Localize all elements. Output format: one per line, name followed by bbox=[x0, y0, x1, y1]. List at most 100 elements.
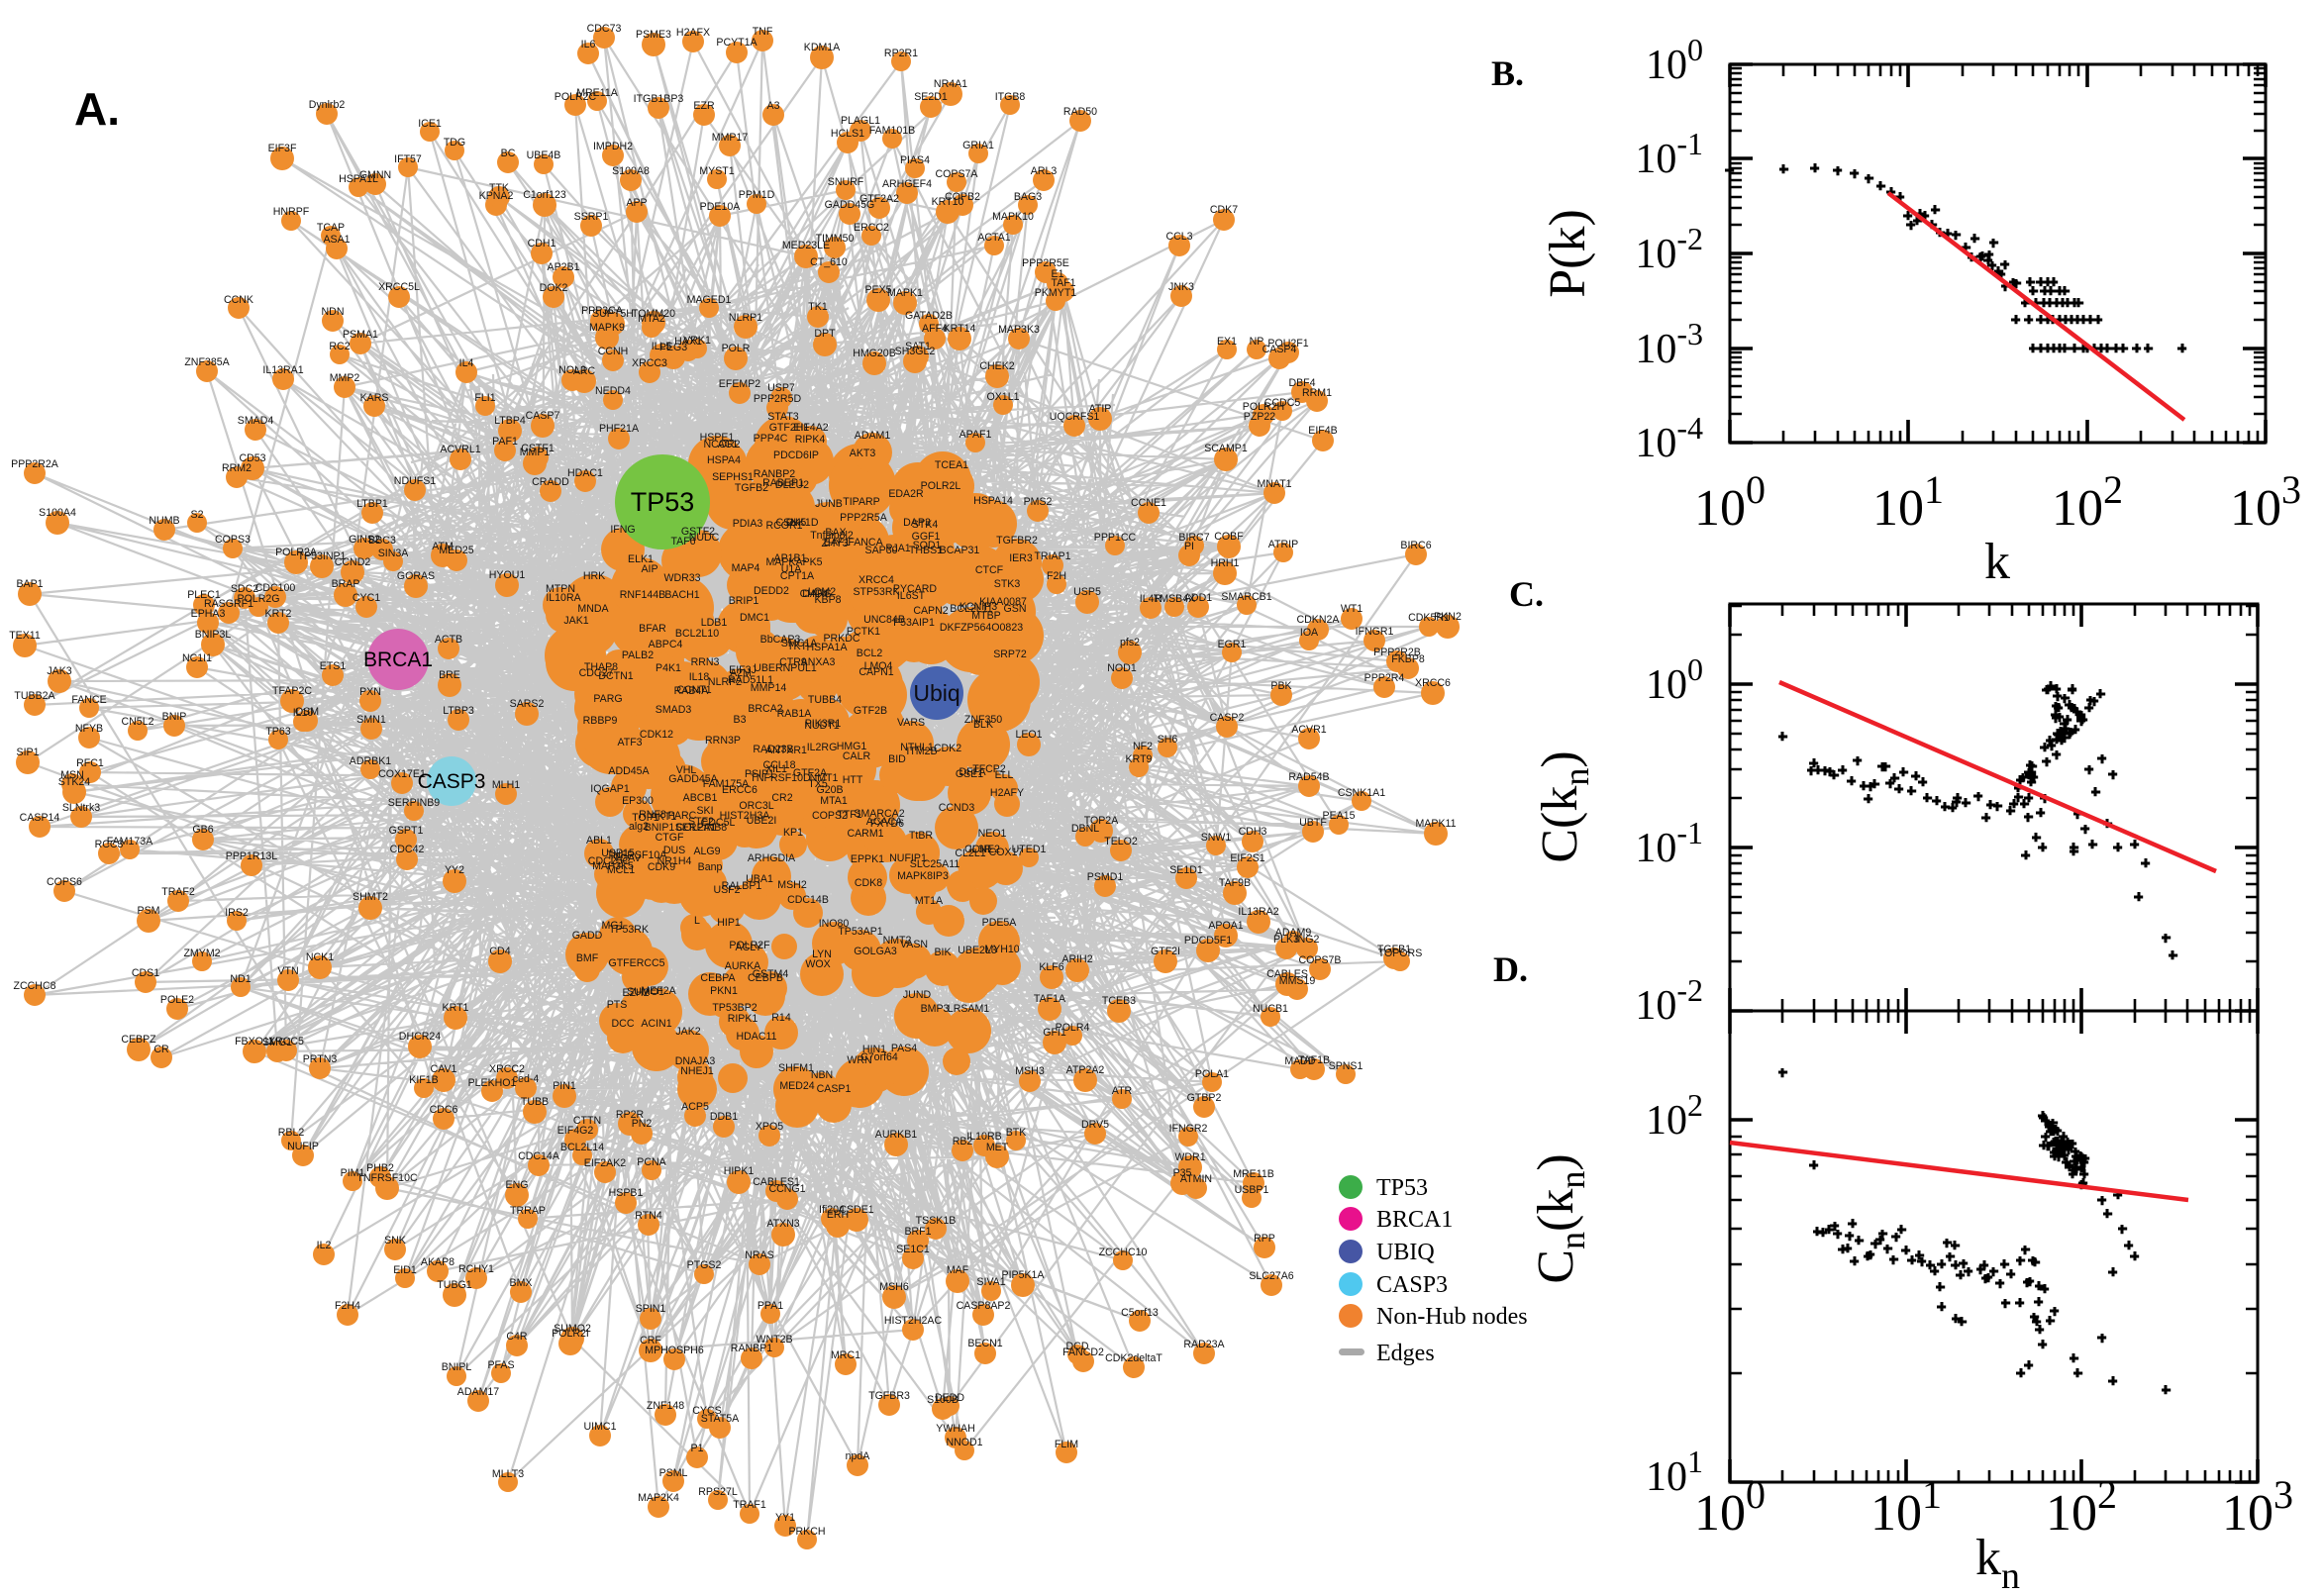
svg-text:TRRAP: TRRAP bbox=[510, 1205, 546, 1217]
svg-text:PPP2R2A: PPP2R2A bbox=[11, 458, 59, 470]
svg-text:PLEC1: PLEC1 bbox=[187, 589, 221, 601]
svg-text:POLR2C: POLR2C bbox=[555, 91, 597, 103]
svg-text:THBS1: THBS1 bbox=[909, 545, 943, 556]
svg-text:ADAM17: ADAM17 bbox=[457, 1386, 499, 1398]
svg-text:EIF4B: EIF4B bbox=[1308, 425, 1337, 437]
svg-text:BIK: BIK bbox=[934, 947, 951, 958]
svg-text:RAB4A: RAB4A bbox=[674, 685, 710, 697]
svg-text:IOA: IOA bbox=[1300, 627, 1319, 639]
svg-text:HRK: HRK bbox=[583, 570, 605, 582]
svg-text:PPP4C: PPP4C bbox=[754, 433, 788, 445]
svg-text:USP15: USP15 bbox=[601, 848, 635, 859]
svg-text:TEX11: TEX11 bbox=[9, 630, 41, 642]
svg-text:CCNE1: CCNE1 bbox=[1131, 497, 1166, 509]
svg-text:RIPK1: RIPK1 bbox=[728, 1013, 758, 1025]
svg-text:DKFZP564O0823: DKFZP564O0823 bbox=[940, 622, 1023, 634]
svg-text:NTHL1: NTHL1 bbox=[900, 742, 934, 753]
svg-text:XIL1: XIL1 bbox=[765, 763, 787, 775]
svg-text:UBE2L3: UBE2L3 bbox=[958, 945, 997, 956]
svg-text:CDK5R1: CDK5R1 bbox=[1408, 612, 1450, 624]
svg-text:RBBP9: RBBP9 bbox=[583, 715, 618, 727]
svg-text:PPP2R2B: PPP2R2B bbox=[1373, 647, 1421, 658]
svg-text:ACVRL1: ACVRL1 bbox=[440, 444, 480, 455]
svg-text:SDC2: SDC2 bbox=[231, 583, 258, 595]
svg-text:JNK3: JNK3 bbox=[1168, 281, 1194, 293]
svg-text:TUBB2A: TUBB2A bbox=[14, 690, 55, 702]
svg-text:BNIP1: BNIP1 bbox=[645, 822, 675, 834]
svg-text:IFNG: IFNG bbox=[610, 524, 635, 536]
svg-text:CDC73: CDC73 bbox=[587, 23, 622, 35]
svg-text:CYCS: CYCS bbox=[692, 1405, 721, 1417]
svg-text:PSMD1: PSMD1 bbox=[1087, 871, 1124, 883]
svg-text:ADAM1: ADAM1 bbox=[855, 430, 891, 442]
svg-text:TNFRSF10A: TNFRSF10A bbox=[607, 849, 668, 861]
svg-text:MAPK8IP3: MAPK8IP3 bbox=[897, 870, 949, 882]
svg-text:SE1D1: SE1D1 bbox=[1169, 864, 1203, 876]
svg-text:COPS3: COPS3 bbox=[215, 534, 251, 546]
svg-text:EX1: EX1 bbox=[1217, 336, 1237, 348]
svg-text:IFNGR1: IFNGR1 bbox=[1356, 626, 1394, 638]
svg-text:MAP4: MAP4 bbox=[732, 562, 760, 574]
svg-text:FANCD2: FANCD2 bbox=[1062, 1347, 1104, 1358]
svg-text:NUCB1: NUCB1 bbox=[1253, 1003, 1288, 1015]
svg-text:GORAS: GORAS bbox=[397, 570, 435, 582]
svg-text:ABL1: ABL1 bbox=[586, 835, 612, 847]
svg-text:PKMYT1: PKMYT1 bbox=[1035, 287, 1076, 299]
svg-text:AC1: AC1 bbox=[718, 439, 739, 450]
svg-text:KRT1: KRT1 bbox=[443, 1002, 469, 1014]
svg-text:SUPT5H: SUPT5H bbox=[592, 308, 634, 320]
svg-text:ACIN1: ACIN1 bbox=[641, 1018, 671, 1030]
svg-text:PKN1: PKN1 bbox=[710, 985, 738, 997]
svg-text:MCL1: MCL1 bbox=[607, 864, 635, 876]
svg-text:HSPA1L: HSPA1L bbox=[339, 173, 378, 185]
svg-text:FLI1: FLI1 bbox=[474, 392, 495, 404]
svg-text:RAB1A: RAB1A bbox=[777, 708, 813, 720]
svg-text:HSPA4: HSPA4 bbox=[707, 454, 741, 466]
svg-text:WDR33: WDR33 bbox=[663, 572, 700, 584]
svg-text:NCOR2: NCOR2 bbox=[703, 439, 740, 450]
svg-text:OX1L1: OX1L1 bbox=[987, 391, 1020, 403]
svg-text:CSDE1: CSDE1 bbox=[839, 1204, 873, 1216]
svg-text:ARHGDIA: ARHGDIA bbox=[748, 852, 796, 864]
svg-text:DEDD2: DEDD2 bbox=[754, 585, 789, 597]
svg-text:NLRP1: NLRP1 bbox=[729, 312, 762, 324]
svg-text:HDAC1: HDAC1 bbox=[567, 467, 603, 479]
svg-text:LCM2: LCM2 bbox=[808, 586, 836, 598]
svg-text:ILL5: ILL5 bbox=[652, 341, 672, 352]
svg-text:LRSAM1: LRSAM1 bbox=[948, 1003, 989, 1015]
svg-text:SIVA1: SIVA1 bbox=[976, 1276, 1005, 1288]
svg-text:EZR: EZR bbox=[693, 100, 715, 112]
svg-text:RTN4: RTN4 bbox=[635, 1210, 662, 1222]
svg-text:IL10: IL10 bbox=[293, 707, 314, 719]
svg-text:CSNK1A1: CSNK1A1 bbox=[1338, 787, 1385, 799]
svg-text:CASP1: CASP1 bbox=[817, 1083, 852, 1095]
svg-text:MSH3: MSH3 bbox=[1015, 1065, 1045, 1077]
svg-text:FAM101B: FAM101B bbox=[869, 125, 916, 137]
svg-text:DARS: DARS bbox=[802, 588, 831, 600]
svg-text:NP: NP bbox=[1250, 336, 1264, 348]
svg-text:SMG1: SMG1 bbox=[262, 1037, 292, 1048]
svg-text:PCTK1: PCTK1 bbox=[847, 626, 880, 638]
svg-text:DAP3: DAP3 bbox=[903, 517, 931, 529]
svg-text:C.: C. bbox=[1509, 574, 1544, 614]
svg-text:PARG: PARG bbox=[593, 693, 622, 705]
svg-text:PSMA1: PSMA1 bbox=[343, 329, 378, 341]
svg-text:IL10RA: IL10RA bbox=[546, 592, 581, 604]
svg-text:ERCC6: ERCC6 bbox=[722, 784, 758, 796]
svg-text:FBXO11: FBXO11 bbox=[235, 1036, 274, 1047]
svg-text:USP7: USP7 bbox=[767, 382, 795, 394]
svg-text:CCND2: CCND2 bbox=[335, 556, 371, 568]
svg-text:BRF1: BRF1 bbox=[904, 1226, 931, 1238]
svg-text:SNW1: SNW1 bbox=[1201, 832, 1232, 844]
svg-text:GMNN: GMNN bbox=[359, 169, 391, 181]
svg-text:GOLGA3: GOLGA3 bbox=[854, 946, 897, 957]
svg-text:BIRC6: BIRC6 bbox=[1400, 540, 1431, 551]
svg-text:ACVR1: ACVR1 bbox=[1291, 724, 1326, 736]
svg-text:TUBB4: TUBB4 bbox=[808, 694, 842, 706]
svg-text:TFAP2C: TFAP2C bbox=[272, 685, 312, 697]
svg-text:PIM1: PIM1 bbox=[341, 1167, 365, 1179]
svg-text:CD4: CD4 bbox=[489, 946, 510, 957]
svg-text:WRN: WRN bbox=[847, 1054, 871, 1066]
svg-text:NNOD1: NNOD1 bbox=[946, 1437, 982, 1448]
svg-text:FLIM: FLIM bbox=[1055, 1439, 1078, 1450]
